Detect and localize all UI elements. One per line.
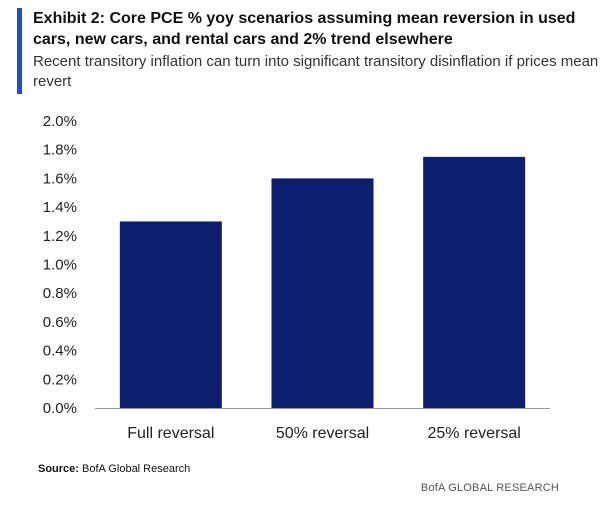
x-tick-label: Full reversal bbox=[127, 425, 214, 442]
chart-title: Exhibit 2: Core PCE % yoy scenarios assu… bbox=[33, 10, 576, 48]
y-tick-label: 0.4% bbox=[43, 343, 77, 360]
y-tick-label: 0.2% bbox=[43, 371, 77, 388]
source-label: Source: bbox=[38, 463, 79, 475]
x-tick-label: 25% reversal bbox=[427, 425, 520, 442]
bar bbox=[271, 178, 374, 408]
y-tick-label: 1.2% bbox=[43, 228, 77, 245]
bar bbox=[423, 156, 526, 408]
bar bbox=[119, 221, 222, 408]
y-tick-label: 1.6% bbox=[43, 170, 77, 187]
bar-chart: 0.0% 0.2% 0.4% 0.6% 0.8% 1.0% 1.2% 1.4% 1.6% 1.8%… bbox=[43, 113, 550, 442]
source-note: Source: BofA Global Research bbox=[38, 463, 190, 475]
y-tick-label: 1.8% bbox=[43, 142, 77, 159]
y-tick-label: 1.4% bbox=[43, 199, 77, 216]
title-accent-bar bbox=[17, 8, 22, 94]
source-text: BofA Global Research bbox=[82, 463, 191, 475]
y-tick-label: 0.8% bbox=[43, 285, 77, 302]
y-tick-label: 0.6% bbox=[43, 314, 77, 331]
x-tick-label: 50% reversal bbox=[276, 425, 369, 442]
y-tick-label: 2.0% bbox=[43, 113, 77, 130]
chart-subtitle: Recent transitory inflation can turn int… bbox=[33, 53, 599, 90]
brand-footer: BofA GLOBAL RESEARCH bbox=[420, 482, 559, 494]
y-tick-label: 1.0% bbox=[43, 257, 77, 274]
y-tick-label: 0.0% bbox=[43, 400, 77, 417]
